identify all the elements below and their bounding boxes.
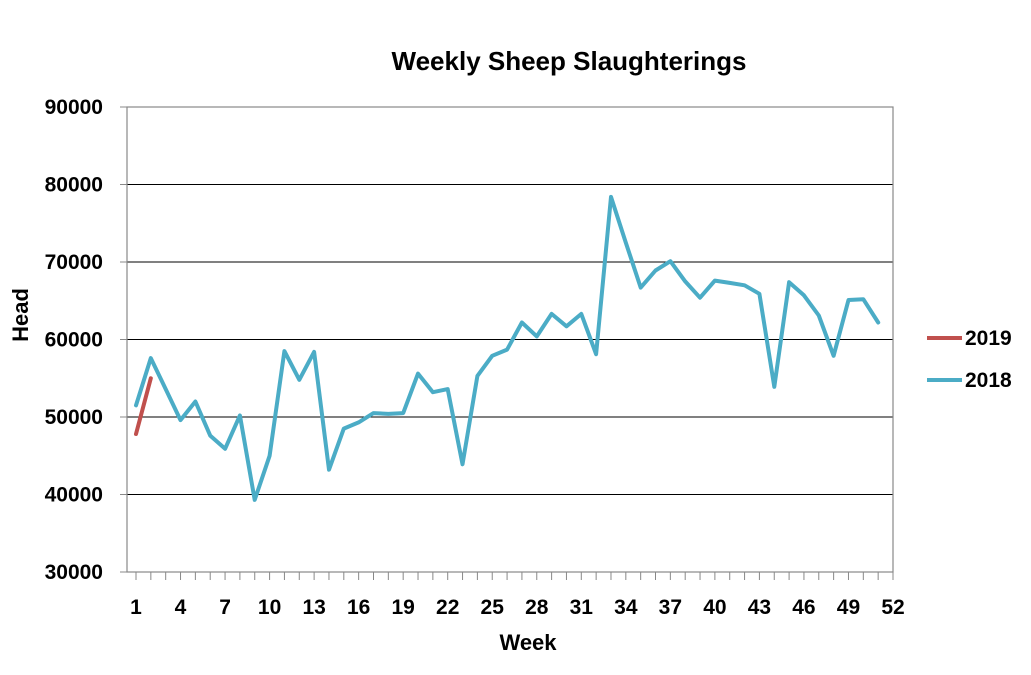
x-tick-label: 52	[881, 596, 904, 619]
legend: 2019 2018	[927, 327, 1012, 392]
legend-label-2019: 2019	[965, 327, 1012, 350]
x-tick-label: 22	[436, 596, 459, 619]
y-tick-label: 50000	[45, 406, 103, 429]
x-tick-label: 19	[391, 596, 414, 619]
x-tick-label: 43	[748, 596, 771, 619]
x-tick-label: 37	[659, 596, 682, 619]
y-tick-label: 80000	[45, 174, 103, 197]
y-tick-label: 70000	[45, 251, 103, 274]
x-tick-label: 1	[130, 596, 142, 619]
x-tick-label: 25	[481, 596, 505, 619]
series-line-2019	[134, 376, 153, 436]
axes: 30000 40000 50000 60000 70000 80000 90000 1 4 7 10…	[45, 96, 905, 619]
x-tick-label: 4	[175, 596, 187, 619]
x-tick-label: 49	[837, 596, 860, 619]
y-tick-label: 30000	[45, 561, 103, 584]
x-tick-label: 40	[703, 596, 726, 619]
series-line-2018	[134, 194, 881, 502]
grid-lines	[127, 184, 893, 495]
x-tick-label: 31	[570, 596, 594, 619]
y-tick-label: 60000	[45, 329, 103, 352]
chart-title: Weekly Sheep Slaughterings	[392, 46, 747, 76]
x-axis-title: Week	[499, 630, 557, 655]
x-tick-label: 10	[258, 596, 281, 619]
y-tick-label: 40000	[45, 484, 103, 507]
y-axis-title: Head	[8, 288, 33, 342]
x-tick-label: 46	[792, 596, 815, 619]
x-tick-label: 16	[347, 596, 370, 619]
x-tick-label: 34	[614, 596, 638, 619]
x-tick-label: 7	[219, 596, 231, 619]
series-lines	[134, 194, 881, 502]
y-tick-label: 90000	[45, 96, 103, 119]
x-tick-label: 13	[302, 596, 325, 619]
legend-label-2018: 2018	[965, 369, 1012, 392]
x-tick-label: 28	[525, 596, 549, 619]
